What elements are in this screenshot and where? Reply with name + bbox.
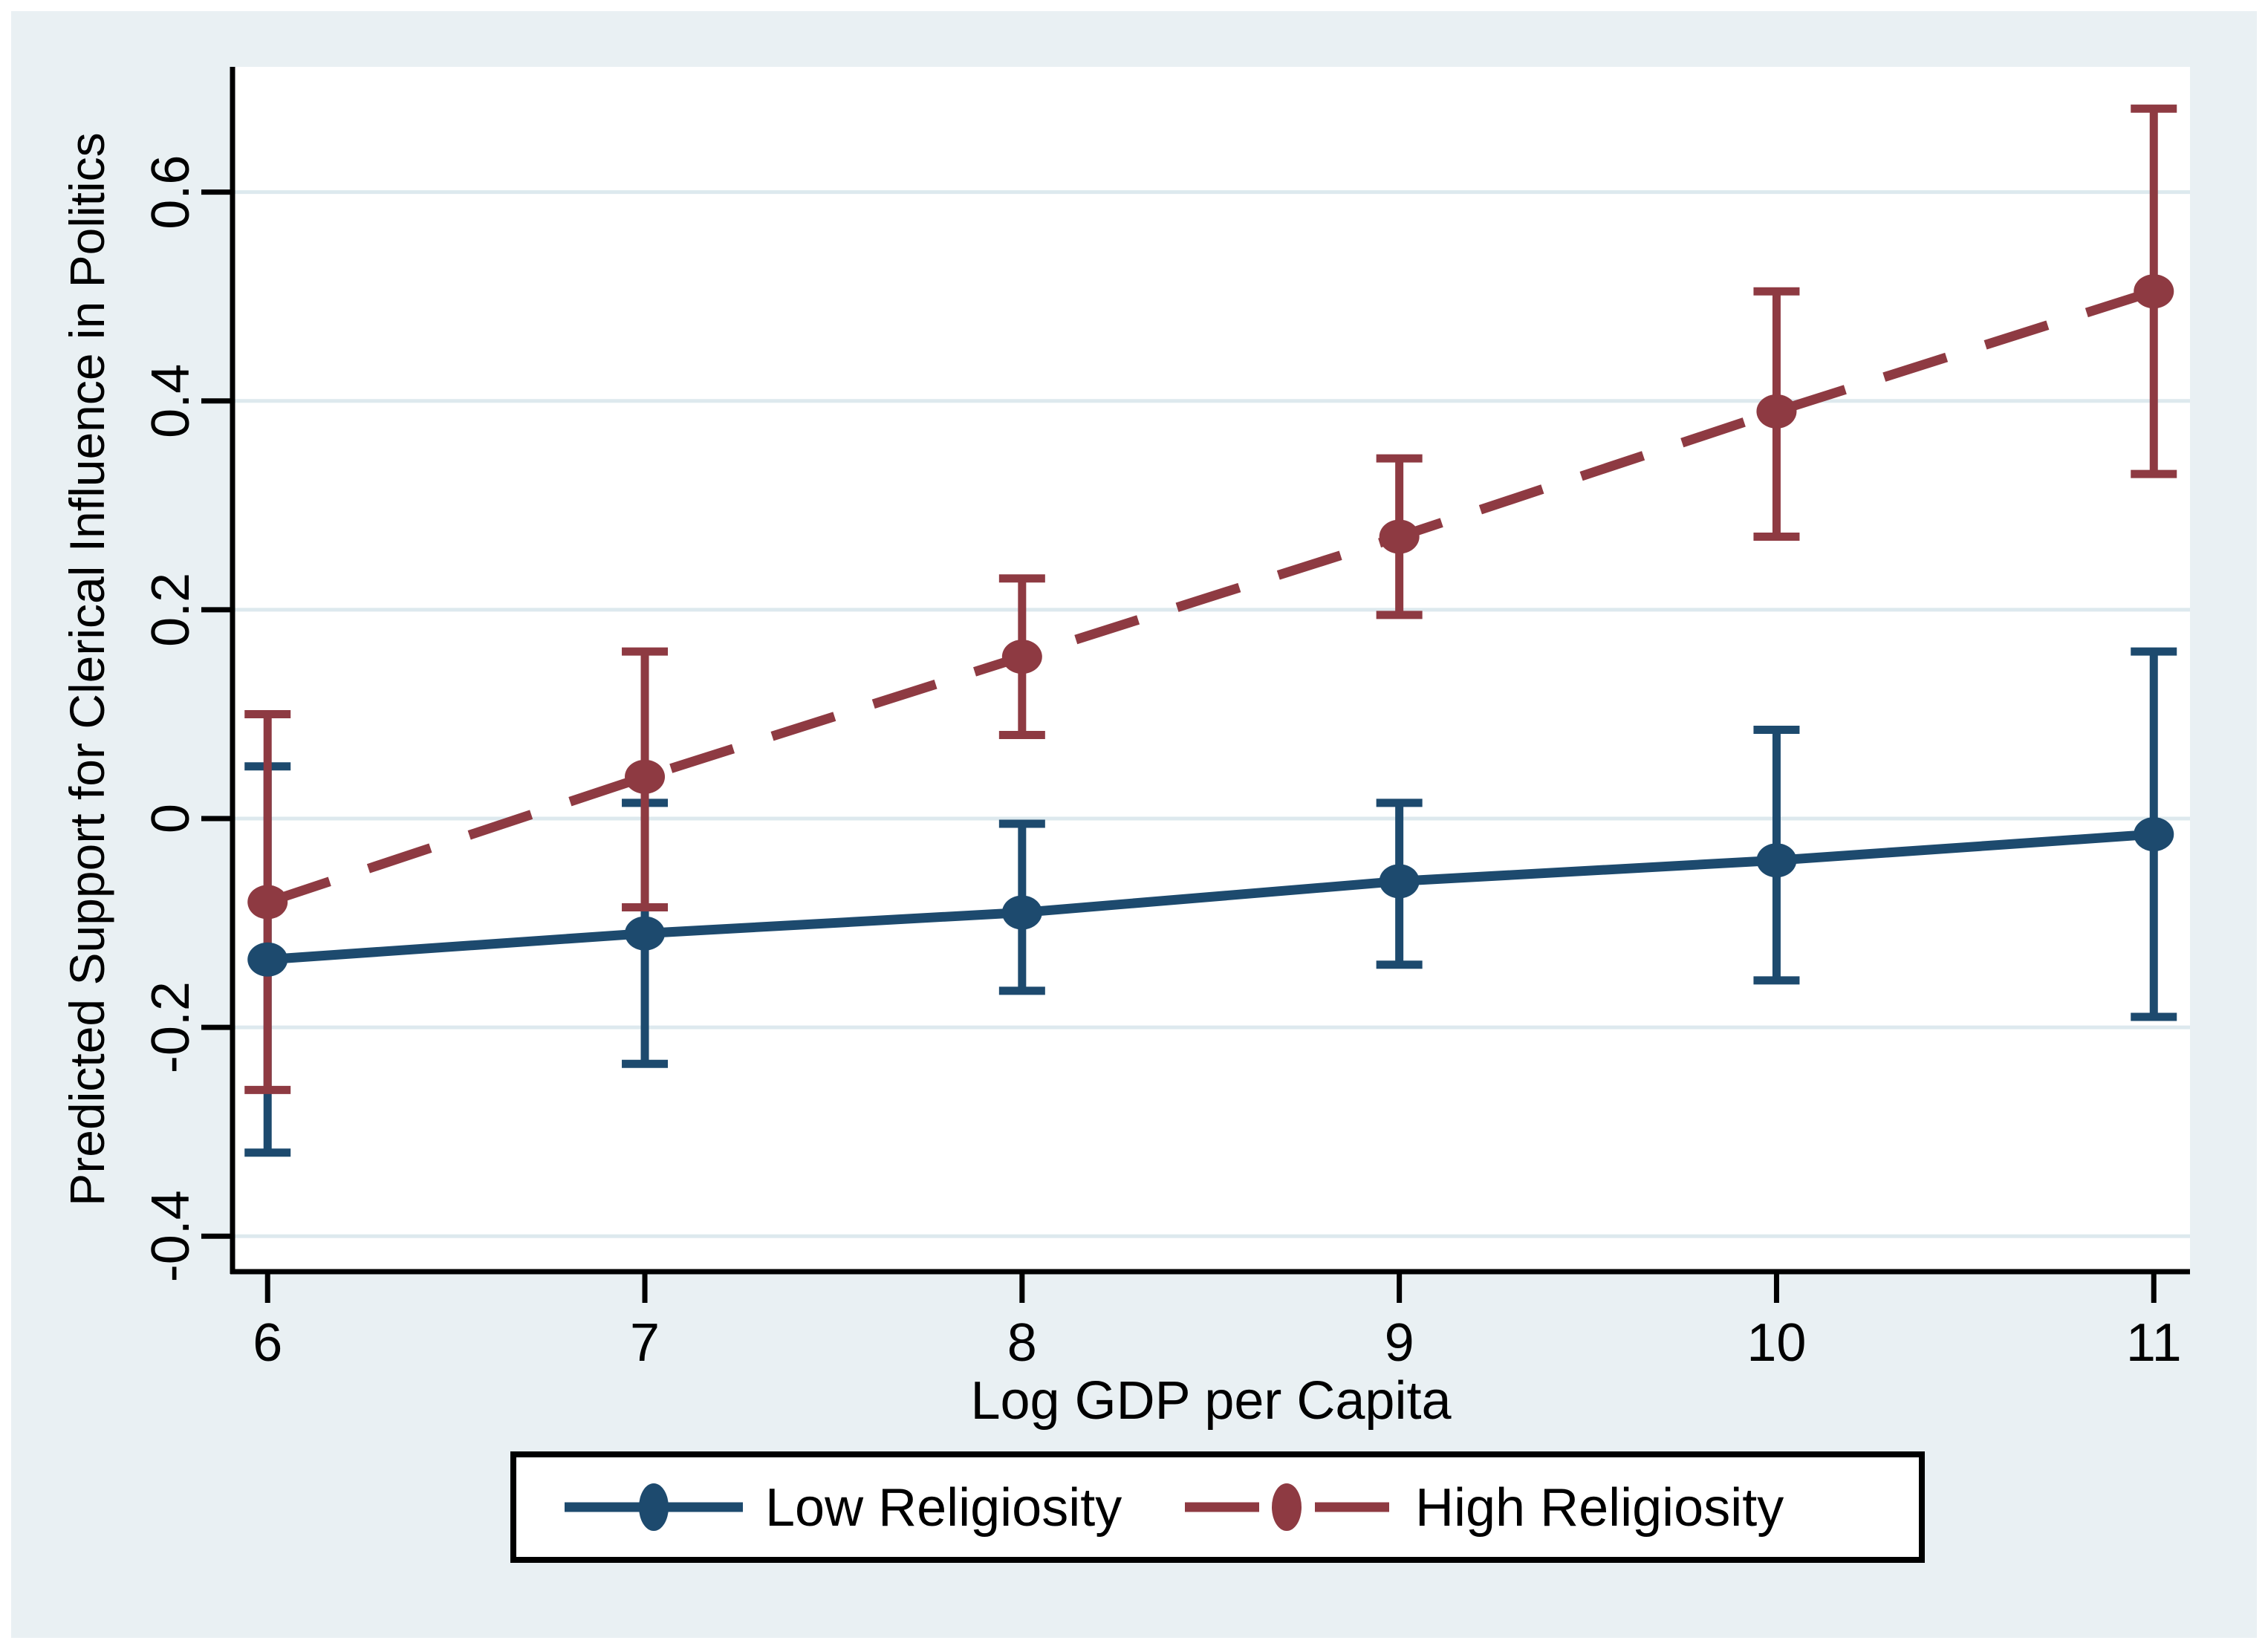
- y-axis-title: Predicted Support for Clerical Influence…: [59, 132, 114, 1206]
- tick-label-layer: -0.4 -0.2 0 0.2 0.4 0.6 6 7 8 9 10 11: [141, 155, 2182, 1373]
- x-tick-label: 11: [2126, 1313, 2182, 1373]
- axes-layer: [201, 67, 2190, 1303]
- y-tick-label: 0.6: [141, 155, 201, 230]
- grid-layer: [233, 190, 2190, 1238]
- data-point-low-religiosity: [625, 916, 666, 951]
- data-point-low-religiosity: [247, 942, 288, 977]
- legend-label-high-religiosity: High Religiosity: [1415, 1478, 1784, 1538]
- data-point-high-religiosity: [1756, 394, 1797, 429]
- x-tick-label: 6: [253, 1313, 282, 1373]
- y-tick-label: 0.4: [141, 364, 201, 438]
- series-layer: [244, 104, 2177, 1157]
- x-tick-label: 9: [1385, 1313, 1414, 1373]
- legend-marker-high-religiosity: [1272, 1483, 1302, 1531]
- series-line-low-religiosity: [267, 829, 2154, 965]
- y-tick-label: 0.2: [141, 573, 201, 647]
- data-point-low-religiosity: [2134, 817, 2174, 852]
- y-tick-label: -0.2: [141, 981, 201, 1073]
- legend-marker-low-religiosity: [639, 1483, 669, 1531]
- data-point-low-religiosity: [1379, 864, 1420, 899]
- y-tick-label: 0: [141, 804, 201, 833]
- x-axis-title: Log GDP per Capita: [970, 1371, 1452, 1431]
- series-line-high-religiosity: [266, 286, 2156, 907]
- y-tick-label: -0.4: [141, 1190, 201, 1282]
- data-point-low-religiosity: [1001, 895, 1042, 930]
- legend: Low Religiosity High Religiosity: [510, 1451, 1925, 1563]
- x-tick-label: 8: [1007, 1313, 1037, 1373]
- data-point-high-religiosity: [625, 759, 666, 794]
- plot-area: [233, 67, 2190, 1272]
- data-point-high-religiosity: [2134, 274, 2174, 309]
- data-point-high-religiosity: [247, 885, 288, 920]
- data-point-high-religiosity: [1379, 519, 1420, 554]
- data-point-low-religiosity: [1756, 843, 1797, 878]
- x-tick-label: 10: [1747, 1313, 1806, 1373]
- legend-label-low-religiosity: Low Religiosity: [765, 1478, 1122, 1538]
- data-point-high-religiosity: [1001, 640, 1042, 674]
- x-tick-label: 7: [630, 1313, 660, 1373]
